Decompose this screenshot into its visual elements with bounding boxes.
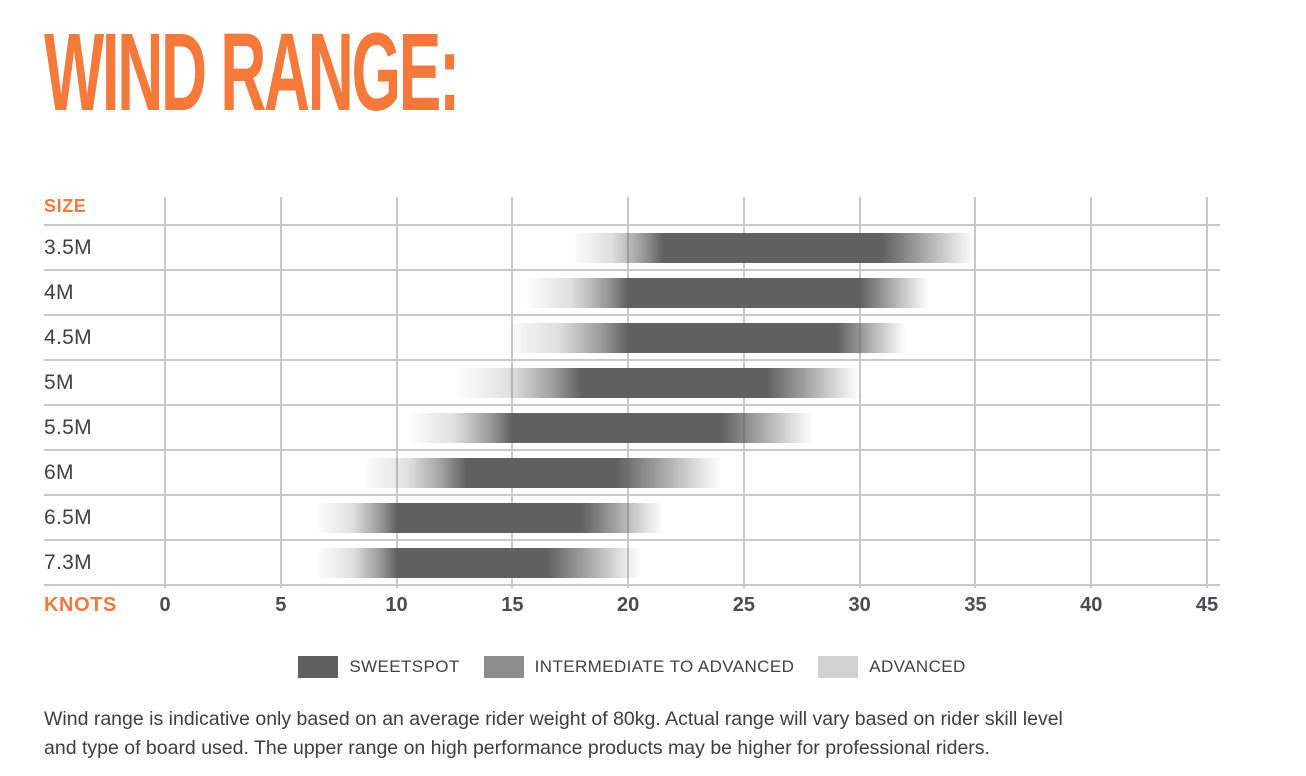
legend-label: INTERMEDIATE TO ADVANCED — [534, 657, 795, 676]
axis-tick-label: 5 — [275, 594, 287, 616]
page-title-text: WIND RANGE: — [44, 11, 460, 134]
size-label: 3.5M — [44, 236, 92, 259]
axis-tick-label: 40 — [1080, 594, 1103, 616]
grid-line — [164, 197, 166, 588]
axis-tick-label: 35 — [964, 594, 987, 616]
wind-range-bar — [523, 278, 930, 308]
footnote-line-1: Wind range is indicative only based on a… — [44, 708, 1063, 730]
wind-range-bar — [408, 413, 814, 443]
legend-label: ADVANCED — [869, 657, 966, 676]
chart-row: 5.5M — [44, 404, 1220, 449]
grid-line — [395, 197, 398, 588]
chart-row: 4M — [44, 269, 1220, 314]
chart-row: 6.5M — [44, 494, 1220, 539]
legend-swatch-icon — [483, 656, 524, 678]
size-label: 5M — [44, 371, 74, 394]
page-title: WIND RANGE: — [44, 18, 758, 128]
wind-range-bar — [315, 503, 663, 533]
chart-row: 3.5M — [44, 224, 1220, 269]
chart-header-row: SIZE — [44, 196, 1220, 224]
wind-range-bar — [570, 233, 976, 263]
legend-swatch-icon — [298, 656, 339, 678]
axis-tick-label: 10 — [385, 594, 408, 616]
size-label: 4M — [44, 281, 74, 304]
legend-item: ADVANCED — [818, 656, 965, 678]
knots-axis-label: KNOTS — [44, 594, 117, 616]
legend-item: INTERMEDIATE TO ADVANCED — [483, 656, 795, 678]
footnote-line-2: and type of board used. The upper range … — [44, 737, 990, 759]
axis-tick-label: 45 — [1195, 594, 1219, 616]
legend-swatch-icon — [818, 656, 859, 678]
chart-rows: 3.5M 4M 4.5M 5M 5.5M 6M 6.5M 7.3M — [44, 224, 1220, 584]
grid-line — [1206, 197, 1209, 588]
size-label: 6M — [44, 461, 74, 484]
legend-item: SWEETSPOT — [298, 656, 459, 678]
wind-range-bar — [361, 458, 721, 488]
grid-line — [974, 197, 977, 588]
size-column-header: SIZE — [44, 196, 87, 216]
wind-range-bar — [315, 548, 640, 578]
grid-line — [858, 197, 861, 588]
footnote: Wind range is indicative only based on a… — [44, 705, 1234, 763]
chart-row: 5M — [44, 359, 1220, 404]
size-label: 4.5M — [44, 326, 92, 349]
size-label: 7.3M — [44, 551, 92, 574]
legend: SWEETSPOT INTERMEDIATE TO ADVANCED ADVANCE… — [44, 656, 1220, 678]
axis-tick-label: 20 — [616, 594, 640, 616]
legend-label: SWEETSPOT — [349, 657, 460, 676]
grid-line — [1090, 197, 1093, 588]
grid-line — [279, 197, 282, 588]
wind-range-bar — [454, 368, 860, 398]
chart-row: 6M — [44, 449, 1220, 494]
chart-row: 4.5M — [44, 314, 1220, 359]
axis-tick-label: 30 — [848, 594, 871, 616]
axis-tick-label: 15 — [501, 594, 524, 616]
x-axis: KNOTS 0 5 10 15 20 25 30 35 40 45 — [44, 592, 1220, 622]
axis-tick-label: 0 — [159, 594, 171, 616]
size-label: 5.5M — [44, 416, 92, 439]
wind-range-chart: SIZE 3.5M 4M 4.5M 5M 5.5M 6M 6.5M 7.3M — [44, 196, 1220, 588]
chart-row: 7.3M — [44, 539, 1220, 584]
axis-tick-label: 25 — [732, 594, 756, 616]
size-label: 6.5M — [44, 506, 92, 529]
wind-range-bar — [500, 323, 906, 353]
